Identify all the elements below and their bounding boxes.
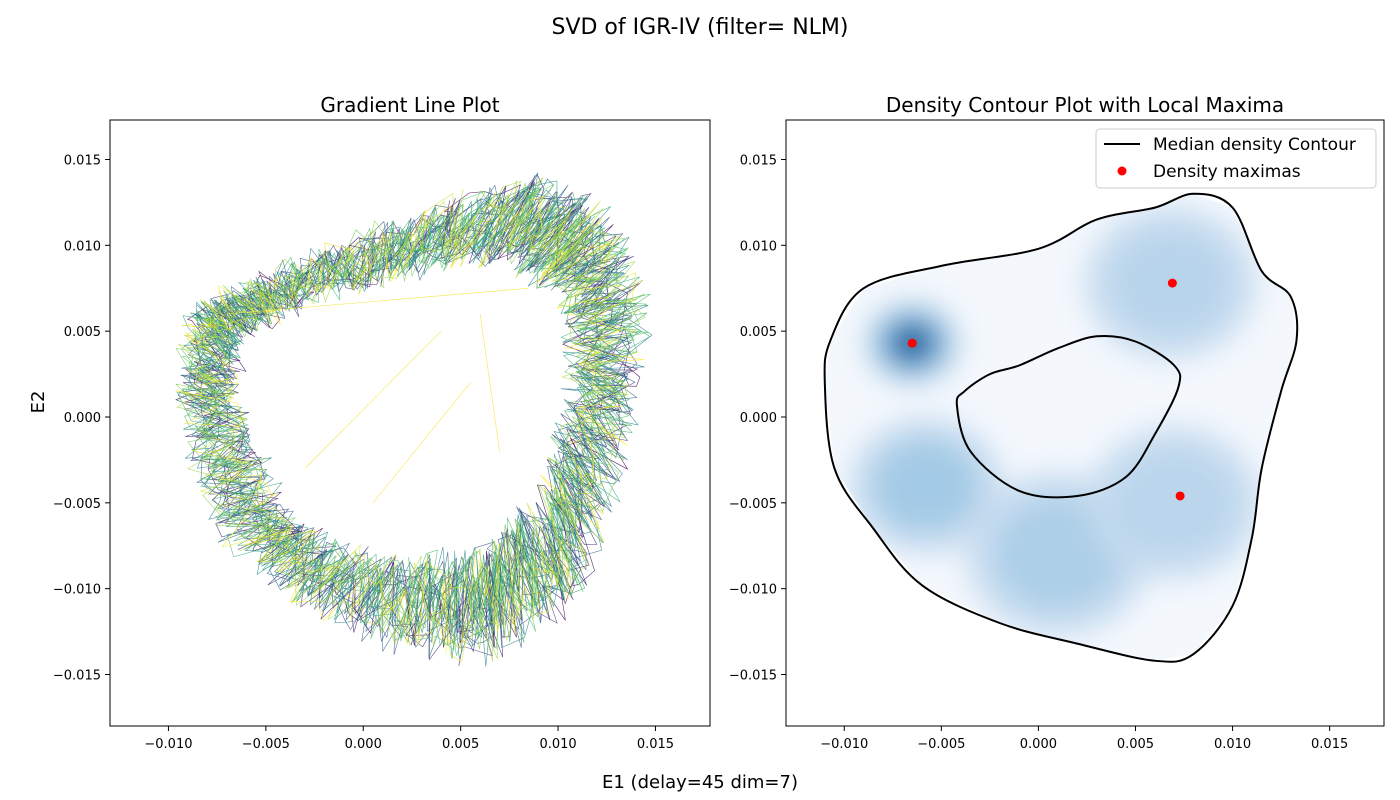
gradient-y-tick-label: 0.000 xyxy=(64,411,101,426)
trajectory-segment xyxy=(185,187,651,646)
density-y-tick-label: −0.010 xyxy=(729,583,777,598)
trajectory-segment xyxy=(183,180,639,667)
density-x-tick-label: −0.010 xyxy=(820,737,868,752)
trajectory-segment xyxy=(176,187,640,650)
density-level xyxy=(871,437,981,534)
trajectory-segment xyxy=(175,197,644,654)
legend-box xyxy=(1095,128,1377,189)
gradient-plot-ticks: −0.010 −0.005 0.000 0.005 0.010 0.015 0.015 0.0… xyxy=(53,153,674,752)
density-y-tick-label: 0.005 xyxy=(740,325,777,340)
y-axis-label: E2 xyxy=(28,391,49,414)
density-y-tick-label: −0.005 xyxy=(729,497,777,512)
density-x-tick-label: 0.010 xyxy=(1214,737,1251,752)
legend-maxima-marker-swatch xyxy=(1117,166,1127,176)
density-contour-plot: Density Contour Plot with Local Maxima −… xyxy=(729,93,1385,752)
trajectory-segment xyxy=(177,190,649,637)
density-x-tick-label: 0.015 xyxy=(1311,737,1348,752)
gradient-y-tick-label: 0.010 xyxy=(64,239,101,254)
density-x-tick-label: −0.005 xyxy=(917,737,965,752)
gradient-plot-frame xyxy=(109,119,711,727)
trajectory-segment xyxy=(181,192,637,645)
trajectory-segment xyxy=(189,191,648,647)
density-field xyxy=(824,193,1297,661)
trajectory-segment xyxy=(182,186,634,629)
gradient-x-tick-label: −0.005 xyxy=(242,737,290,752)
density-y-tick-label: −0.015 xyxy=(729,668,777,683)
density-contour-area xyxy=(823,192,1299,663)
gradient-x-tick-label: 0.010 xyxy=(539,737,576,752)
gradient-y-tick-label: −0.015 xyxy=(53,668,101,683)
density-legend: Median density Contour Density maximas xyxy=(1095,128,1377,189)
trajectory-segment xyxy=(174,183,637,650)
density-plot-title: Density Contour Plot with Local Maxima xyxy=(886,93,1284,117)
median-contour-outer xyxy=(823,192,1299,663)
gradient-line-plot: Gradient Line Plot −0.010 −0.005 0.000 0.00… xyxy=(53,93,711,752)
legend-median-contour-label: Median density Contour xyxy=(1153,135,1356,155)
density-x-tick-label: 0.005 xyxy=(1117,737,1154,752)
gradient-y-tick-label: 0.005 xyxy=(64,325,101,340)
density-level xyxy=(1113,448,1236,557)
density-maximum-point xyxy=(1167,278,1177,288)
density-y-tick-label: 0.000 xyxy=(740,411,777,426)
density-y-tick-label: 0.015 xyxy=(740,153,777,168)
gradient-y-tick-label: −0.010 xyxy=(53,583,101,598)
x-axis-label: E1 (delay=45 dim=7) xyxy=(602,772,798,793)
gradient-y-tick-label: −0.005 xyxy=(53,497,101,512)
figure-title: SVD of IGR-IV (filter= NLM) xyxy=(551,15,848,40)
gradient-line-area xyxy=(174,172,653,667)
trajectory-segment xyxy=(183,194,636,663)
legend-density-maxima-label: Density maximas xyxy=(1153,162,1301,182)
gradient-x-tick-label: 0.015 xyxy=(637,737,674,752)
density-x-tick-label: 0.000 xyxy=(1020,737,1057,752)
gradient-x-tick-label: 0.005 xyxy=(442,737,479,752)
trajectory-jump-line xyxy=(372,382,471,504)
density-y-tick-label: 0.010 xyxy=(740,239,777,254)
density-maximum-point xyxy=(907,338,917,348)
trajectory-jump-line xyxy=(479,313,500,452)
density-level xyxy=(992,496,1124,613)
gradient-plot-title: Gradient Line Plot xyxy=(320,93,499,117)
gradient-y-tick-label: 0.015 xyxy=(64,153,101,168)
trajectory-jump-line xyxy=(226,287,529,315)
gradient-x-tick-label: −0.010 xyxy=(144,737,192,752)
trajectory-jump-line xyxy=(304,330,442,469)
density-plot-ticks: −0.010 −0.005 0.000 0.005 0.010 0.015 0.015 0.0… xyxy=(729,153,1348,752)
density-maximum-point xyxy=(1175,491,1185,501)
trajectory-segment xyxy=(176,177,638,662)
median-contour-inner xyxy=(955,334,1182,499)
density-plot-frame xyxy=(785,119,1385,727)
gradient-x-tick-label: 0.000 xyxy=(345,737,382,752)
trajectory-segment xyxy=(183,180,646,659)
